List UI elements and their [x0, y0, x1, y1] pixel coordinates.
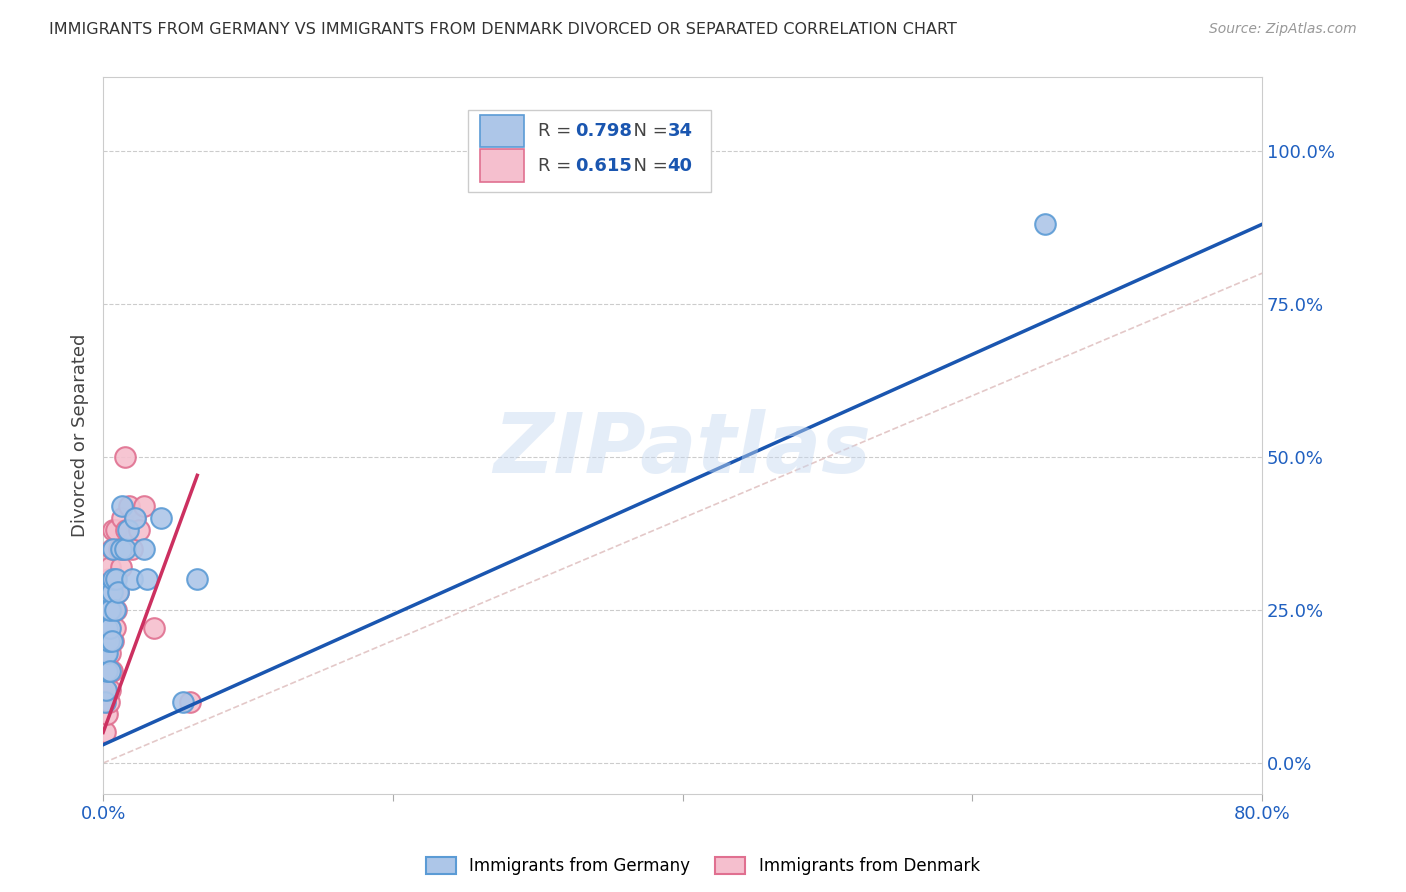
Point — [94, 621, 117, 635]
Point — [97, 603, 120, 617]
Point — [96, 621, 118, 635]
Y-axis label: Divorced or Separated: Divorced or Separated — [72, 334, 89, 537]
Point — [100, 603, 122, 617]
Point — [111, 499, 134, 513]
Point — [135, 573, 157, 587]
Point — [110, 560, 132, 574]
Point — [100, 665, 122, 679]
Text: 0.615: 0.615 — [575, 156, 631, 175]
Point — [96, 665, 118, 679]
Point — [110, 541, 132, 556]
Point — [93, 695, 115, 709]
Point — [101, 665, 124, 679]
Text: R =: R = — [537, 122, 576, 140]
Text: 34: 34 — [668, 122, 692, 140]
Point — [100, 560, 122, 574]
Point — [100, 646, 122, 660]
Point — [101, 603, 124, 617]
Point — [96, 707, 118, 722]
Point — [100, 603, 122, 617]
Point — [1033, 218, 1056, 232]
Point — [107, 584, 129, 599]
Point — [105, 573, 128, 587]
Point — [101, 541, 124, 556]
Text: 0.798: 0.798 — [575, 122, 631, 140]
Point — [97, 584, 120, 599]
Text: N =: N = — [623, 122, 673, 140]
Point — [107, 584, 129, 599]
Point — [114, 541, 136, 556]
Point — [103, 524, 125, 538]
Point — [115, 524, 138, 538]
Text: IMMIGRANTS FROM GERMANY VS IMMIGRANTS FROM DENMARK DIVORCED OR SEPARATED CORRELA: IMMIGRANTS FROM GERMANY VS IMMIGRANTS FR… — [49, 22, 957, 37]
Point — [96, 603, 118, 617]
Point — [94, 682, 117, 697]
Point — [97, 633, 120, 648]
Point — [124, 511, 146, 525]
Point — [93, 665, 115, 679]
Point — [179, 695, 201, 709]
Point — [100, 682, 122, 697]
Point — [93, 695, 115, 709]
Point — [101, 633, 124, 648]
Point — [117, 524, 139, 538]
Point — [108, 541, 131, 556]
Point — [104, 603, 127, 617]
Point — [96, 646, 118, 660]
Point — [121, 573, 143, 587]
Point — [111, 511, 134, 525]
Point — [142, 621, 165, 635]
Point — [172, 695, 194, 709]
Point — [124, 511, 146, 525]
Text: Source: ZipAtlas.com: Source: ZipAtlas.com — [1209, 22, 1357, 37]
FancyBboxPatch shape — [479, 150, 524, 182]
Point — [112, 541, 135, 556]
Point — [94, 646, 117, 660]
Point — [93, 665, 115, 679]
Point — [100, 621, 122, 635]
Point — [132, 541, 155, 556]
Point — [104, 621, 127, 635]
Point — [114, 450, 136, 464]
Point — [94, 633, 117, 648]
Text: ZIPatlas: ZIPatlas — [494, 409, 872, 491]
Text: R =: R = — [537, 156, 576, 175]
Point — [104, 573, 127, 587]
FancyBboxPatch shape — [479, 115, 524, 147]
Point — [97, 695, 120, 709]
Point — [105, 603, 128, 617]
Point — [96, 665, 118, 679]
Point — [643, 156, 665, 170]
Point — [103, 584, 125, 599]
Point — [118, 499, 141, 513]
Point — [97, 573, 120, 587]
Point — [128, 524, 150, 538]
Point — [105, 524, 128, 538]
Point — [94, 682, 117, 697]
Point — [186, 573, 208, 587]
Legend: Immigrants from Germany, Immigrants from Denmark: Immigrants from Germany, Immigrants from… — [418, 849, 988, 884]
Point — [132, 499, 155, 513]
Point — [93, 725, 115, 739]
Point — [103, 573, 125, 587]
Point — [121, 541, 143, 556]
Point — [103, 633, 125, 648]
Point — [150, 511, 173, 525]
Point — [94, 646, 117, 660]
Text: N =: N = — [623, 156, 673, 175]
FancyBboxPatch shape — [468, 110, 711, 192]
Point — [101, 584, 124, 599]
Point — [103, 541, 125, 556]
Point — [97, 633, 120, 648]
Text: 40: 40 — [668, 156, 692, 175]
